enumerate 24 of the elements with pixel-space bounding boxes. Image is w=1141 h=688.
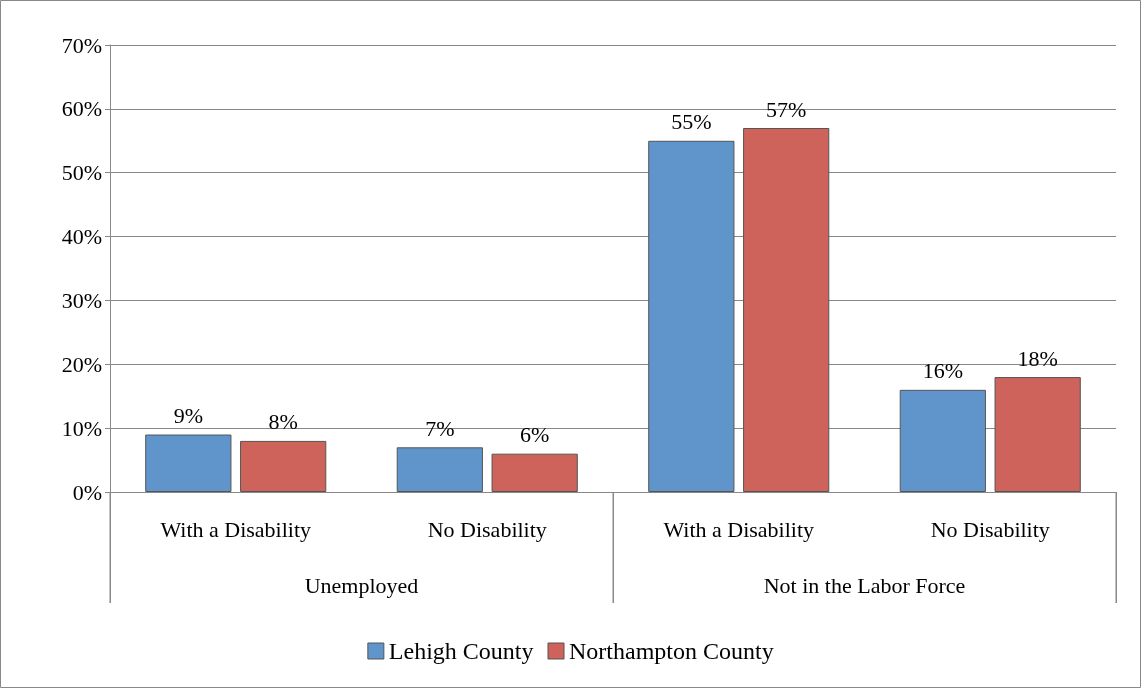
x-tick-label: With a Disability (160, 516, 312, 542)
x-tick-label: With a Disability (663, 516, 815, 542)
text: Not in the Labor Force (763, 572, 966, 598)
x-tick-label: No Disability (427, 516, 547, 542)
y-tick-label: 30% (61, 287, 102, 313)
text: Unemployed (304, 572, 419, 598)
legend-label: Northampton County (569, 638, 774, 664)
y-tick-label: 20% (61, 351, 102, 377)
data-label: 57% (766, 96, 807, 122)
data-label: 16% (922, 358, 963, 384)
legend-label: Lehigh County (388, 638, 534, 664)
data-label: 55% (671, 109, 712, 135)
data-label: 8% (268, 409, 298, 435)
y-tick-label: 70% (61, 32, 102, 58)
y-tick-label: 60% (61, 96, 102, 122)
data-label: 7% (425, 415, 455, 441)
y-tick-label: 40% (61, 224, 102, 250)
data-label: 6% (520, 422, 550, 448)
y-tick-label: 50% (61, 160, 102, 186)
y-tick-label: 10% (61, 415, 102, 441)
data-label: 18% (1017, 345, 1058, 371)
y-tick-label: 0% (72, 479, 102, 505)
x-tick-label: No Disability (930, 516, 1050, 542)
data-label: 9% (173, 403, 203, 429)
